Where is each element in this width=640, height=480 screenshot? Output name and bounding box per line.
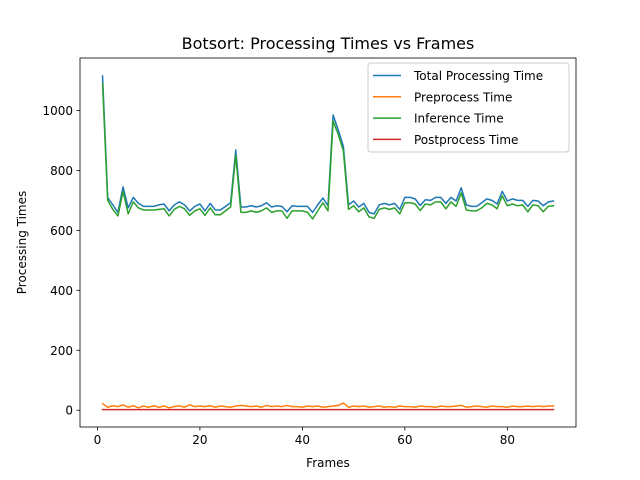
y-axis: 0 200 400 600 800 1000 [42,104,80,418]
x-axis-label: Frames [306,456,350,470]
legend: Total Processing Time Preprocess Time Infe… [367,62,570,153]
y-tick-label: 200 [50,344,73,358]
y-tick-label: 400 [50,284,73,298]
plot-frame [79,57,577,428]
x-tick-label: 0 [94,433,102,447]
y-tick-label: 800 [50,164,73,178]
legend-label-3: Postprocess Time [414,133,518,147]
legend-label-0: Total Processing Time [413,69,543,83]
y-tick-label: 600 [50,224,73,238]
legend-label-2: Inference Time [414,112,504,126]
legend-box [367,62,570,153]
x-axis: 0 20 40 60 80 [94,427,515,447]
series-layer [101,75,555,411]
y-axis-label: Processing Times [15,191,29,295]
y-tick-label: 0 [65,404,73,418]
x-tick-label: 60 [397,433,412,447]
chart-title: Botsort: Processing Times vs Frames [182,34,475,53]
series-line-2 [101,82,555,220]
series-line-1 [101,402,555,409]
x-tick-label: 80 [500,433,515,447]
y-tick-label: 1000 [42,104,73,118]
x-tick-label: 40 [295,433,310,447]
x-tick-label: 20 [192,433,207,447]
legend-label-1: Preprocess Time [414,90,512,104]
